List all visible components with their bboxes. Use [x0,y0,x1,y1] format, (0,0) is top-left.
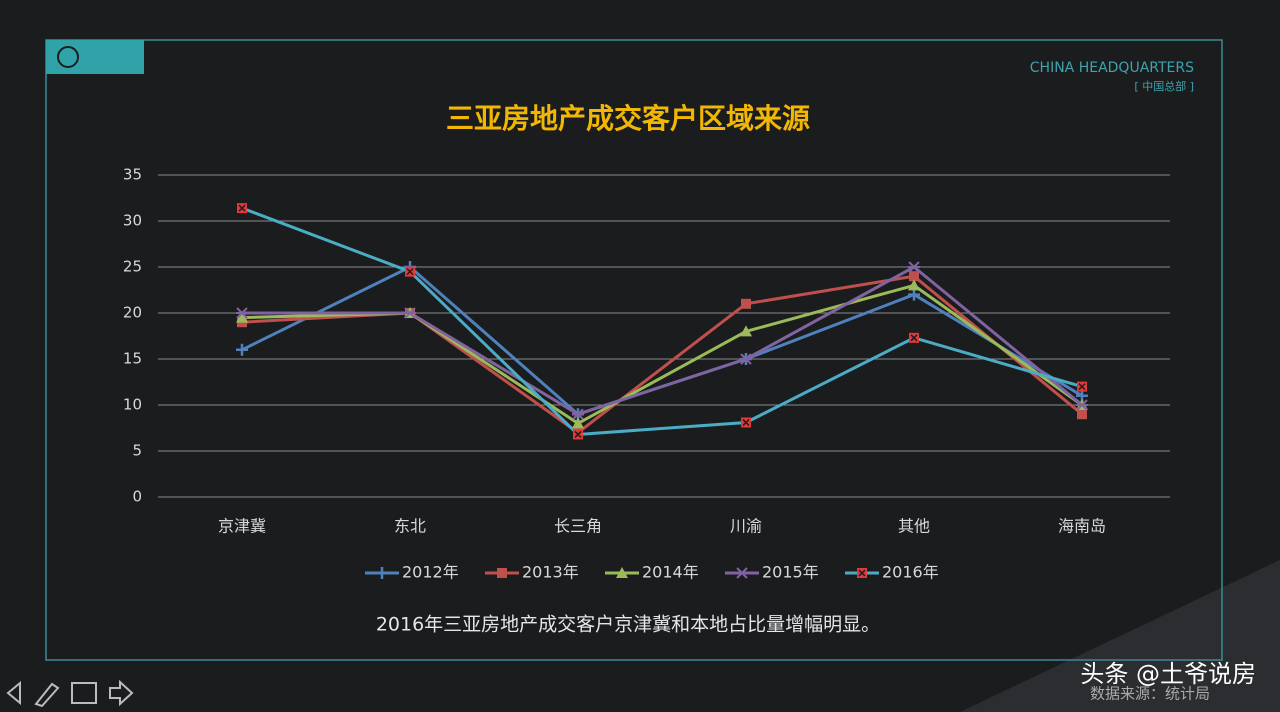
data-point [908,288,920,301]
legend-label: 2016年 [882,563,939,582]
data-point [740,325,752,337]
data-point [572,417,584,429]
logo-icon [57,46,79,68]
logo [46,40,144,74]
y-tick-label: 0 [132,488,142,506]
marker-x [858,569,866,577]
frame [45,39,1223,661]
x-tick-label: 川渝 [730,517,762,536]
y-tick-label: 30 [123,212,142,230]
menu-button[interactable] [71,682,97,704]
brand-sub: [ 中国总部 ] [1134,79,1194,93]
marker-x [574,430,582,438]
data-point [236,311,248,323]
prev-button[interactable] [6,680,21,706]
pen-button[interactable] [34,682,60,708]
marker-x [406,268,414,276]
x-tick-label: 京津冀 [218,517,266,536]
y-tick-label: 10 [123,396,142,414]
y-tick-label: 5 [132,442,142,460]
x-tick-label: 长三角 [554,517,602,536]
y-tick-label: 25 [123,258,142,276]
next-button[interactable] [109,679,134,707]
y-tick-label: 20 [123,304,142,322]
x-tick-label: 海南岛 [1058,517,1106,536]
data-point [741,298,751,309]
data-point [740,353,752,365]
source: 数据来源：统计局 [1090,685,1210,703]
data-point [909,271,919,282]
data-point [1077,409,1087,420]
data-point [572,408,584,420]
legend-label: 2013年 [522,563,579,582]
series-line [242,265,1083,416]
x-tick-label: 东北 [394,517,426,536]
data-point [908,279,920,291]
marker-x [1078,383,1086,391]
legend-label: 2015年 [762,563,819,582]
y-tick-label: 35 [123,166,142,184]
toolbar [6,679,134,708]
legend-label: 2014年 [642,563,699,582]
legend-marker [616,567,628,578]
legend-marker [497,568,507,578]
series-line [241,206,1083,436]
marker-x [238,204,246,212]
marker-x [910,334,918,342]
y-tick-label: 15 [123,350,142,368]
brand: CHINA HEADQUARTERS [1030,60,1194,76]
x-tick-label: 其他 [898,517,930,536]
watermark: 头条 @土爷说房 [1080,660,1256,688]
decor [960,560,1280,712]
legend-marker [736,567,748,579]
marker-x [742,418,750,427]
data-point [236,307,248,319]
data-point [404,307,416,319]
caption: 2016年三亚房地产成交客户京津冀和本地占比量增幅明显。 [376,614,880,636]
data-point [236,343,248,356]
legend-label: 2012年 [402,563,459,582]
chart-title: 三亚房地产成交客户区域来源 [446,102,810,135]
legend-marker [376,567,388,579]
data-point [1076,399,1088,411]
data-point [908,261,920,273]
